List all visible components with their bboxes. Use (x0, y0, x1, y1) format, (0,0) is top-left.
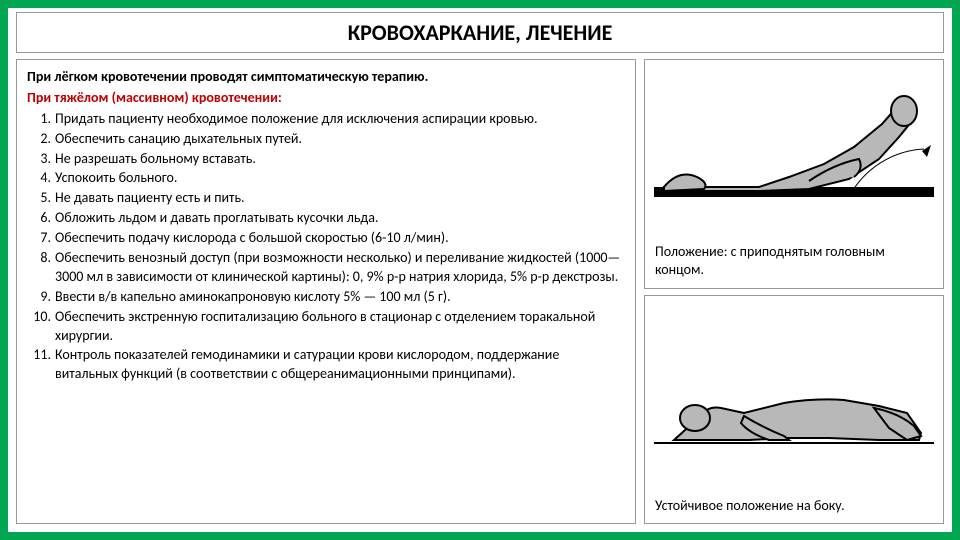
step-item: 7.Обеспечить подачу кислорода с большой … (27, 229, 625, 248)
slide: КРОВОХАРКАНИЕ, ЛЕЧЕНИЕ При лёгком кровот… (8, 8, 952, 532)
content-row: При лёгком кровотечении проводят симптом… (8, 55, 952, 532)
figure-1-image (645, 60, 943, 237)
step-item: 9.Ввести в/в капельно аминокапроновую ки… (27, 288, 625, 307)
intro-heavy: При тяжёлом (массивном) кровотечении: (27, 89, 625, 108)
step-text: Обеспечить санацию дыхательных путей. (55, 130, 302, 147)
step-item: 3.Не разрешать больному вставать. (27, 150, 625, 169)
step-text: Успокоить больного. (55, 169, 177, 186)
step-item: 5.Не давать пациенту есть и пить. (27, 189, 625, 208)
figure-2-caption: Устойчивое положение на боку. (645, 491, 943, 523)
intro-light: При лёгком кровотечении проводят симптом… (27, 68, 625, 87)
step-text: Контроль показателей гемодинамики и сату… (55, 346, 559, 382)
step-item: 11.Контроль показателей гемодинамики и с… (27, 346, 625, 384)
text-column: При лёгком кровотечении проводят симптом… (16, 59, 636, 524)
figure-2: Устойчивое положение на боку. (644, 295, 944, 525)
figure-2-image (645, 296, 943, 491)
recovery-position-icon (649, 318, 939, 468)
step-text: Обеспечить венозный доступ (при возможно… (55, 249, 620, 285)
step-text: Не разрешать больному вставать. (55, 150, 256, 167)
step-item: 6.Обложить льдом и давать проглатывать к… (27, 209, 625, 228)
reclined-position-icon (649, 69, 939, 229)
step-item: 2.Обеспечить санацию дыхательных путей. (27, 130, 625, 149)
slide-title: КРОВОХАРКАНИЕ, ЛЕЧЕНИЕ (17, 19, 943, 46)
step-text: Обложить льдом и давать проглатывать кус… (55, 209, 378, 226)
steps-list: 1.Придать пациенту необходимое положение… (27, 110, 625, 384)
step-item: 10.Обеспечить экстренную госпитализацию … (27, 308, 625, 346)
figure-1: Положение: с приподнятым головным концом… (644, 59, 944, 289)
step-text: Обеспечить экстренную госпитализацию бол… (55, 308, 595, 344)
figure-1-caption: Положение: с приподнятым головным концом… (645, 237, 943, 287)
step-text: Ввести в/в капельно аминокапроновую кисл… (55, 288, 451, 305)
figure-column: Положение: с приподнятым головным концом… (644, 59, 944, 524)
step-text: Обеспечить подачу кислорода с большой ск… (55, 229, 449, 246)
step-text: Придать пациенту необходимое положение д… (55, 110, 538, 127)
step-item: 1.Придать пациенту необходимое положение… (27, 110, 625, 129)
step-item: 8.Обеспечить венозный доступ (при возмож… (27, 249, 625, 287)
title-bar: КРОВОХАРКАНИЕ, ЛЕЧЕНИЕ (16, 12, 944, 53)
step-text: Не давать пациенту есть и пить. (55, 189, 245, 206)
step-item: 4.Успокоить больного. (27, 169, 625, 188)
